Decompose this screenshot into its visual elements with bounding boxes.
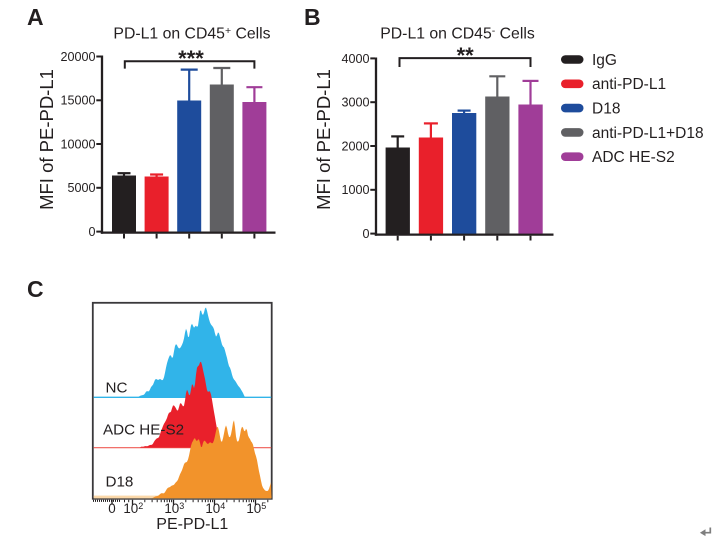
svg-text:A: A: [27, 4, 44, 30]
svg-text:IgG: IgG: [592, 52, 617, 69]
svg-text:0: 0: [108, 501, 115, 516]
svg-text:MFI of PE-PD-L1: MFI of PE-PD-L1: [36, 69, 57, 210]
svg-text:1000: 1000: [341, 183, 369, 197]
svg-text:104: 104: [205, 501, 225, 516]
svg-text:NC: NC: [106, 380, 128, 397]
svg-text:102: 102: [123, 501, 143, 516]
svg-text:4000: 4000: [341, 52, 369, 66]
svg-text:PD-L1 on CD45+ Cells: PD-L1 on CD45+ Cells: [113, 25, 270, 43]
svg-text:20000: 20000: [60, 50, 95, 64]
svg-text:anti-PD-L1: anti-PD-L1: [592, 76, 666, 93]
svg-text:**: **: [457, 43, 475, 68]
svg-text:PD-L1 on CD45- Cells: PD-L1 on CD45- Cells: [380, 25, 535, 43]
svg-text:105: 105: [246, 501, 266, 516]
svg-text:ADC HE-S2: ADC HE-S2: [103, 422, 184, 439]
svg-text:PE-PD-L1: PE-PD-L1: [156, 516, 228, 533]
svg-text:C: C: [27, 276, 44, 302]
svg-text:0: 0: [88, 225, 95, 239]
svg-text:ADC HE-S2: ADC HE-S2: [592, 149, 675, 166]
svg-text:B: B: [304, 4, 321, 30]
svg-text:103: 103: [164, 501, 184, 516]
svg-text:5000: 5000: [67, 181, 95, 195]
svg-text:3000: 3000: [341, 96, 369, 110]
svg-text:0: 0: [362, 227, 369, 241]
svg-text:D18: D18: [592, 101, 620, 118]
svg-text:15000: 15000: [60, 94, 95, 108]
svg-text:MFI of PE-PD-L1: MFI of PE-PD-L1: [313, 69, 334, 210]
svg-text:anti-PD-L1+D18: anti-PD-L1+D18: [592, 125, 704, 142]
svg-text:***: ***: [178, 46, 204, 71]
svg-text:D18: D18: [106, 474, 134, 491]
svg-text:2000: 2000: [341, 139, 369, 153]
svg-text:10000: 10000: [60, 137, 95, 151]
